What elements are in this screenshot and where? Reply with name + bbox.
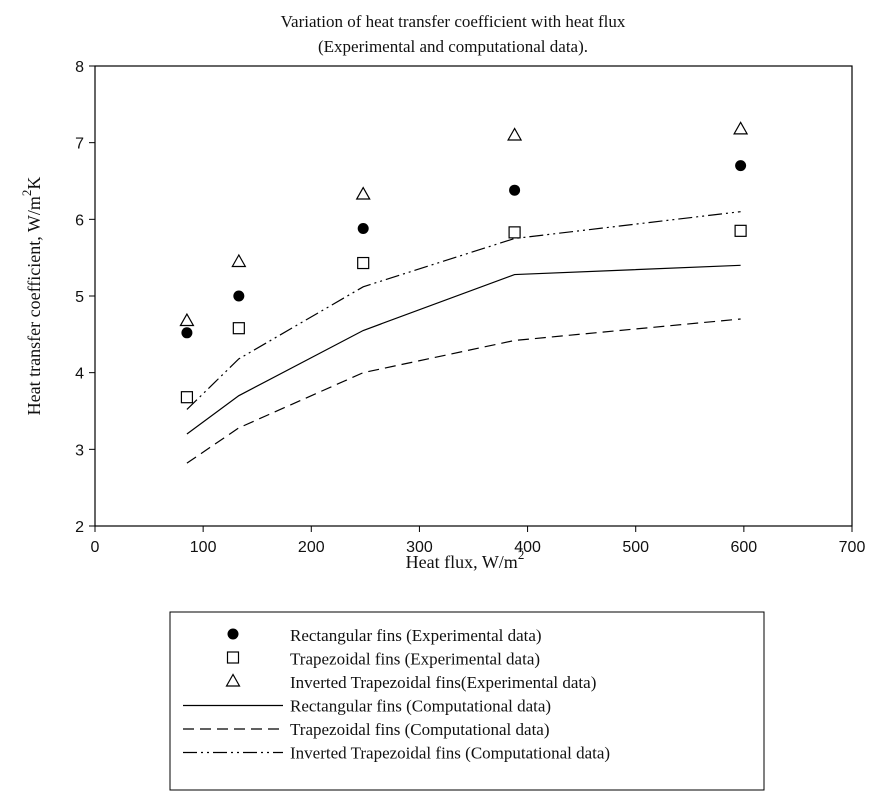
series-line-5: [186, 211, 741, 410]
y-tick-label: 2: [75, 519, 84, 536]
y-tick-label: 3: [75, 442, 84, 459]
legend-label-5: Inverted Trapezoidal fins (Computational…: [290, 744, 610, 763]
data-point-0: [357, 223, 369, 235]
data-point-1: [232, 322, 245, 335]
legend: Rectangular fins (Experimental data) Trap…: [169, 611, 765, 791]
plot-frame: [94, 65, 853, 527]
chart-subtitle: (Experimental and computational data).: [318, 37, 588, 56]
y-axis-label-sup: 2: [19, 190, 34, 197]
y-tick-label: 5: [75, 289, 84, 306]
data-point-1: [734, 224, 747, 237]
data-point-2: [733, 121, 749, 135]
y-axis: 2 3 4 5 6 7 8: [75, 59, 95, 536]
legend-label-1: Trapezoidal fins (Experimental data): [290, 650, 540, 669]
data-point-2: [179, 312, 195, 327]
chart-title: Variation of heat transfer coefficient w…: [281, 12, 626, 31]
legend-marker-1: [226, 651, 240, 664]
y-tick-label: 7: [75, 136, 84, 153]
legend-label-0: Rectangular fins (Experimental data): [290, 626, 542, 645]
data-point-0: [181, 327, 193, 339]
y-axis-label: Heat transfer coefficient, W/m2K: [19, 177, 44, 416]
data-point-1: [180, 391, 194, 404]
x-tick-label: 200: [298, 539, 325, 556]
y-axis-label-suffix: K: [24, 177, 44, 190]
series-lines: [186, 211, 741, 464]
series-line-4: [186, 318, 741, 464]
x-axis-label-sup: 2: [518, 547, 525, 562]
x-axis-label: Heat flux, W/m2: [406, 547, 525, 572]
y-tick-label: 6: [75, 212, 84, 229]
legend-marker-2: [225, 673, 241, 687]
x-tick-label: 100: [190, 539, 217, 556]
series-markers: [179, 121, 749, 404]
data-point-2: [231, 253, 247, 268]
y-tick-label: 4: [75, 366, 84, 383]
data-point-1: [357, 256, 370, 270]
x-tick-label: 400: [514, 539, 541, 556]
x-tick-label: 0: [91, 539, 100, 556]
data-point-0: [735, 160, 747, 172]
x-tick-label: 600: [731, 539, 758, 556]
data-point-1: [508, 226, 521, 239]
data-point-0: [509, 184, 521, 196]
x-tick-label: 500: [622, 539, 649, 556]
data-point-2: [507, 127, 523, 141]
series-line-3: [186, 264, 741, 435]
legend-box: [169, 611, 765, 791]
x-axis-label-text: Heat flux, W/m: [406, 552, 518, 572]
legend-label-2: Inverted Trapezoidal fins(Experimental d…: [290, 673, 596, 692]
data-point-2: [355, 186, 371, 200]
data-point-0: [233, 290, 245, 302]
x-tick-label: 700: [839, 539, 866, 556]
y-tick-label: 8: [75, 59, 84, 76]
legend-label-4: Trapezoidal fins (Computational data): [290, 720, 550, 739]
legend-marker-0: [227, 628, 239, 640]
y-axis-label-text: Heat transfer coefficient, W/m: [24, 196, 44, 415]
x-axis: 0 100 200 300 400 500 600 700: [91, 526, 866, 556]
legend-label-3: Rectangular fins (Computational data): [290, 697, 551, 716]
x-tick-label: 300: [406, 539, 433, 556]
